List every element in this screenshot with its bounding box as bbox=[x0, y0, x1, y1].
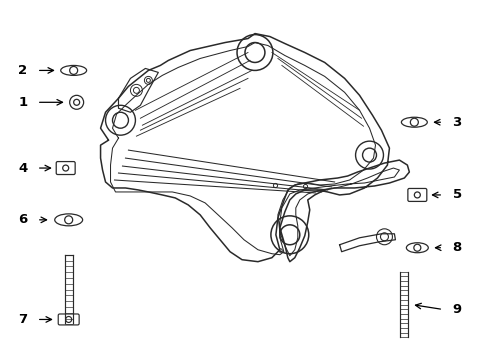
Text: 7: 7 bbox=[18, 313, 27, 326]
Text: 2: 2 bbox=[18, 64, 27, 77]
Text: 6: 6 bbox=[18, 213, 27, 226]
Text: 4: 4 bbox=[18, 162, 27, 175]
Text: 3: 3 bbox=[453, 116, 462, 129]
Text: 5: 5 bbox=[453, 188, 462, 202]
Text: 1: 1 bbox=[18, 96, 27, 109]
Text: 9: 9 bbox=[453, 303, 462, 316]
Text: 8: 8 bbox=[453, 241, 462, 254]
